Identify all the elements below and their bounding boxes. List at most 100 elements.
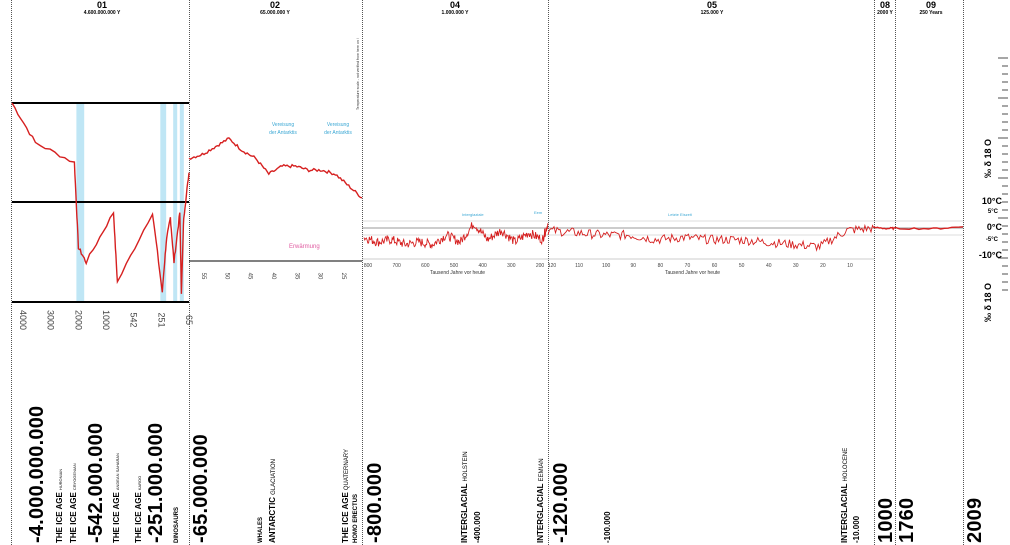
tick-label: 80 [658,263,664,269]
tick-label: 90 [630,263,636,269]
panel-span: 250 Years [919,10,943,16]
panel-span: 65.000.000 Y [260,10,290,16]
side-note: Temperature scale - not verified from he… [356,38,360,110]
tick-label: 120 [548,263,557,269]
time-label-1000: 1000 [875,497,897,543]
panel-span: 4.600.000.000 Y [83,10,121,16]
divider-3 [362,0,363,545]
panel-span: 2000 Y [877,10,893,16]
tick-label: 30 [317,273,323,280]
right-scale [998,57,1008,291]
series-line-panel-01 [11,102,190,294]
event-eemian: INTERGLACIALEEMIAN [536,458,545,543]
panel-number: 08 [879,0,890,10]
time-label-10000: -10.000 [852,515,861,543]
tick-label: 100 [602,263,611,269]
divider-5 [874,0,875,545]
event-holstein: INTERGLACIALHOLSTEIN [460,451,469,543]
annotation-vereisung-1: Vereisung der Antarktis [269,122,297,136]
panel-number: 01 [96,0,107,10]
divider-2 [189,0,190,545]
tick-label: 4000 [18,310,28,330]
tick-label: 55 [200,273,206,280]
time-label-251000000: -251.000.000 [145,422,167,543]
annotation-erwaermung: Erwärmung [289,244,320,250]
event-quaternary: THE ICE AGEQUATERNARY [341,449,350,543]
tick-label: 20 [820,263,826,269]
tick-label: 700 [392,263,401,269]
event-antarctic: ANTARCTICGLACIATION [268,459,277,543]
event-cryogenian: THE ICE AGECRYOGENIAN [69,463,78,543]
tick-label: 50 [223,273,229,280]
time-label-400000: -400.000 [473,511,482,543]
tick-label: 40 [766,263,772,269]
tick-label: 65 [184,315,194,325]
panel-span: 125.000 Y [700,10,724,16]
tick-label: 10 [847,263,853,269]
series-lines [11,102,964,294]
panel-09-header: 09 250 Years [905,0,957,17]
scale-5c: 5°C [987,209,998,215]
panel-number: 04 [449,0,460,10]
tick-label: 500 [450,263,459,269]
time-label-120000: -120.000 [550,462,572,543]
tick-label: 400 [478,263,487,269]
panel4-axis-title: Tausend Jahre vor heute [430,270,486,276]
tick-label: 300 [507,263,516,269]
scale-minus10c: -10°C [978,250,1002,260]
tick-label: 110 [575,263,583,269]
panel5-axis-title: Tausend Jahre vor heute [665,270,721,276]
time-label-100000: -100.000 [603,511,612,543]
series-line-panel-04 [363,222,549,250]
annotation-vereisung-2: Vereisung der Antarktis [324,122,352,136]
panel5-band-label: Letzte Eiszeit [668,212,692,217]
event-huronian: THE ICE AGEHURONIAN [55,468,64,543]
event-andean-saharan: THE ICE AGEANDEAN SAHARAN [112,453,121,543]
event-karoo: THE ICE AGEKAROO [134,475,143,543]
tick-label: 35 [293,273,299,280]
panel-05-header: 05 125.000 Y [672,0,752,17]
series-line-panel-05 [547,223,875,252]
tick-label: 50 [739,263,745,269]
event-homo-erectus: HOMO ERECTUS [353,493,359,543]
event-holocene: INTERGLACIALHOLOCENE [840,447,849,543]
tick-label: 542 [129,312,139,327]
scale-10c: 10°C [981,196,1002,206]
tick-labels: 4000 3000 2000 1000 542 251 65 55 50 45 40 35 30 25 80… [18,263,853,330]
o18-label-bottom: ‰ δ 18 O [983,283,993,322]
tick-label: 30 [793,263,799,269]
divider-4 [548,0,549,545]
tick-label: 70 [685,263,691,269]
tick-label: 40 [270,273,276,280]
series-line-panel-08 [873,226,896,231]
panel-01-header: 01 4.600.000.000 Y [62,0,142,17]
tick-label: 3000 [46,310,56,330]
divider-6 [895,0,896,545]
panel-number: 09 [925,0,936,10]
tick-label: 800 [364,263,373,269]
series-line-panel-02 [188,137,363,199]
scale-0c: 0°C [986,222,1002,232]
panel-04-header: 04 1.000.000 Y [415,0,495,17]
panel-span: 1.000.000 Y [441,10,469,16]
panel4-eem-label: Eem [534,210,543,215]
time-label-542000000: -542.000.000 [85,422,107,543]
tick-label: 200 [536,263,545,269]
tick-label: 45 [247,273,253,280]
panel-number: 02 [269,0,280,10]
divider-7 [963,0,964,545]
time-label-1760: 1760 [896,497,918,543]
event-whales: WHALES [258,517,264,543]
time-label-4000000000: -4.000.000.000 [26,405,48,543]
scale-minus5c: -5°C [985,237,998,243]
panel-08-header: 08 2000 Y [873,0,897,17]
panel-02-header: 02 65.000.000 Y [235,0,315,17]
time-label-65000000: -65.000.000 [190,434,212,543]
time-label-800000: -800.000 [364,462,386,543]
time-label-2009: 2009 [964,497,986,543]
tick-label: 600 [421,263,430,269]
panel-number: 05 [706,0,717,10]
tick-label: 2000 [73,310,83,330]
series-line-panel-09 [894,226,964,231]
